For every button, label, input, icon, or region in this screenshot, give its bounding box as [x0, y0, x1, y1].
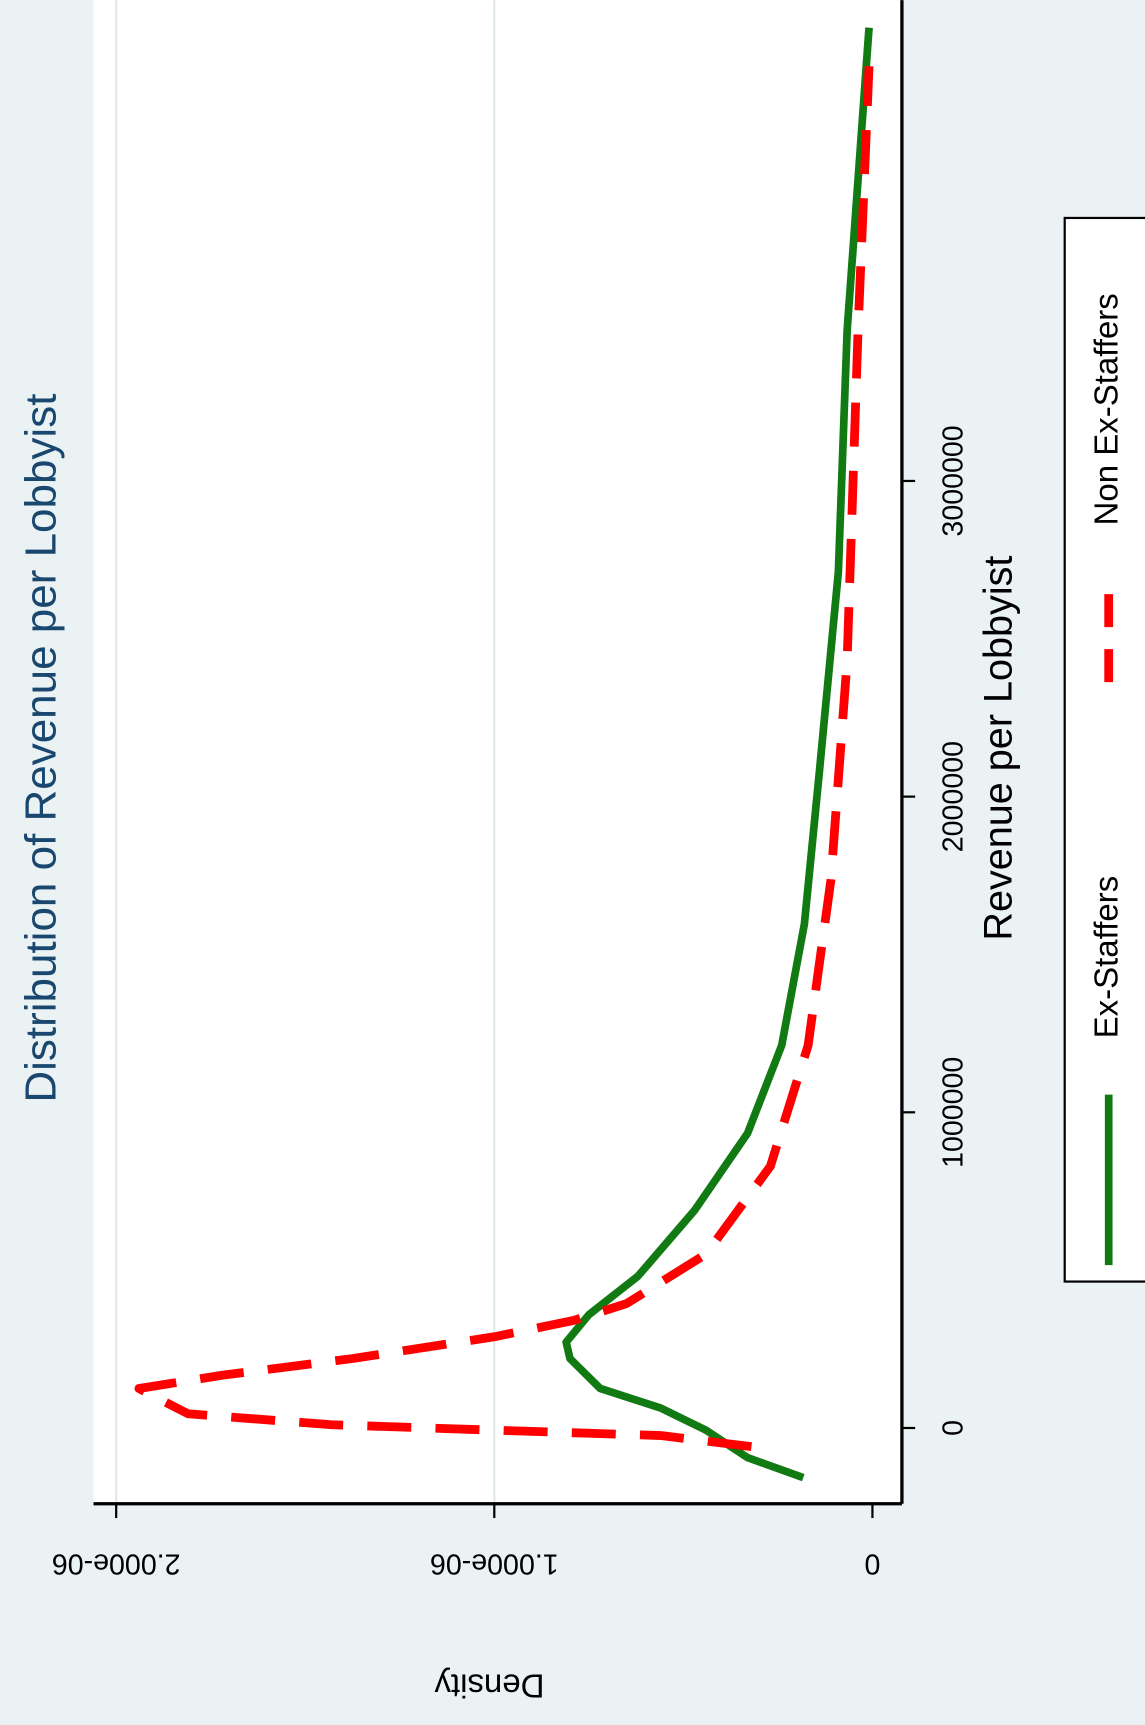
y-tick-label: 2.000e-06	[52, 1547, 181, 1579]
legend-label: Ex-Staffers	[1087, 876, 1124, 1039]
x-tick-label: 2000000	[937, 741, 969, 852]
lines	[134, 27, 874, 1482]
x-tick-label: 1000000	[937, 1057, 969, 1168]
x-tick-label: 0	[937, 1420, 969, 1436]
grid	[115, 0, 496, 1504]
y-tick-label: 0	[864, 1547, 880, 1579]
chart-title: Distribution of Revenue per Lobbyist	[17, 394, 66, 1103]
plot-area	[93, 0, 902, 1504]
legend-label: Non Ex-Staffers	[1087, 293, 1124, 525]
density-line	[134, 65, 874, 1452]
x-axis-title: Revenue per Lobbyist	[976, 556, 1020, 941]
x-tick-label: 3000000	[937, 425, 969, 536]
y-tick-label: 1.000e-06	[430, 1547, 559, 1579]
ticks: 0 1000000 2000000 3000000 0 1.000e-06 2.000e-0…	[52, 425, 969, 1579]
density-line	[562, 27, 873, 1482]
y-axis-title: Density	[434, 1667, 544, 1704]
